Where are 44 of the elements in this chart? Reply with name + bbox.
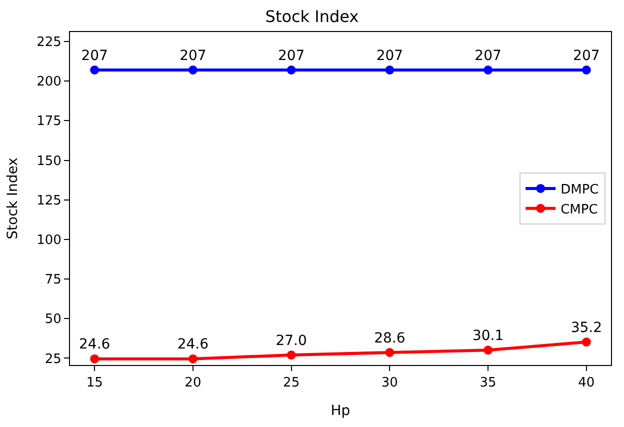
data-label: 207 <box>81 48 108 64</box>
point <box>385 66 394 74</box>
y-tick-label: 175 <box>36 114 62 130</box>
point <box>188 354 198 364</box>
x-tick-label: 15 <box>86 376 103 391</box>
data-label: 207 <box>180 48 206 64</box>
y-tick-label: 150 <box>36 154 62 169</box>
data-label: 35.2 <box>570 320 602 336</box>
legend-label: DMPC <box>560 182 599 198</box>
point <box>286 350 296 360</box>
data-label: 207 <box>573 48 600 64</box>
data-label: 207 <box>474 48 502 64</box>
data-label: 207 <box>376 48 404 64</box>
point <box>90 66 100 74</box>
data-label: 24.6 <box>177 336 209 353</box>
y-tick-label: 25 <box>44 352 62 367</box>
point <box>484 346 493 355</box>
chart-title: Stock Index <box>265 6 359 26</box>
point <box>582 66 591 74</box>
y-tick-label: 75 <box>44 272 62 288</box>
data-label: 28.6 <box>374 330 406 346</box>
data-label: 27.0 <box>276 332 307 349</box>
point <box>484 66 493 74</box>
point <box>385 348 394 357</box>
data-label: 30.1 <box>472 328 504 344</box>
y-tick-label: 50 <box>44 312 62 328</box>
x-tick-label: 25 <box>283 376 300 391</box>
y-tick-label: 225 <box>36 35 62 50</box>
x-tick-label: 20 <box>184 376 202 391</box>
x-tick-label: 30 <box>381 376 398 391</box>
x-axis-title: Hp <box>330 402 350 419</box>
y-tick-label: 100 <box>36 232 62 248</box>
y-tick-label: 200 <box>36 74 62 90</box>
point <box>90 354 100 364</box>
y-tick-label: 125 <box>36 193 62 208</box>
legend-label: CMPC <box>560 202 598 218</box>
point <box>188 66 198 74</box>
point <box>286 66 296 74</box>
data-label: 24.6 <box>79 336 110 353</box>
data-label: 207 <box>278 48 305 64</box>
y-axis-title: Stock Index <box>5 158 22 240</box>
x-tick-label: 35 <box>480 376 496 391</box>
x-tick-label: 40 <box>578 376 595 391</box>
point <box>582 338 591 347</box>
